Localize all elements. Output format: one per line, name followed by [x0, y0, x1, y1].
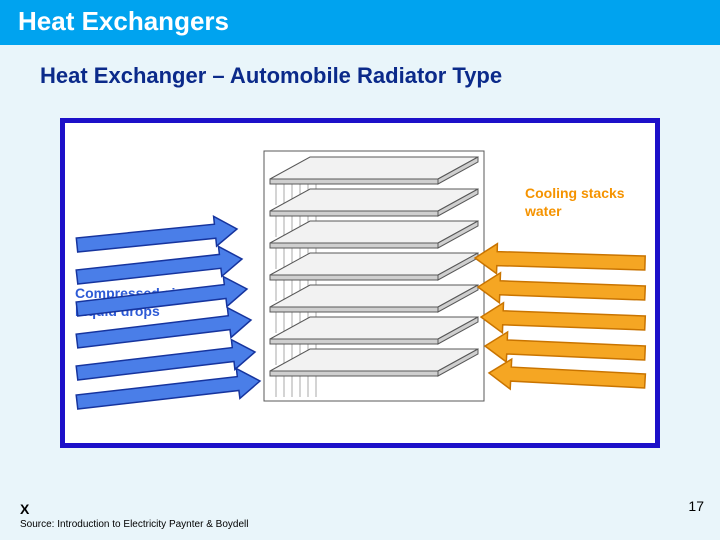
arrow-right-icon [478, 273, 645, 303]
arrow-left-icon [76, 247, 242, 285]
arrow-right-icon [485, 332, 645, 362]
page-title: Heat Exchangers [18, 6, 229, 36]
radiator-icon [264, 151, 484, 401]
arrow-right-icon [475, 244, 645, 274]
right-arrows [475, 244, 645, 389]
footer: X Source: Introduction to Electricity Pa… [20, 501, 704, 530]
arrow-right-icon [489, 359, 645, 389]
arrow-left-icon [76, 277, 247, 316]
arrow-right-icon [481, 303, 645, 333]
figure-box: Compressed air + Liquid drops Cooling st… [60, 118, 660, 448]
diagram-svg [65, 123, 655, 443]
slide: Heat Exchangers Heat Exchanger – Automob… [0, 0, 720, 540]
left-arrows [76, 216, 260, 409]
footer-source: Source: Introduction to Electricity Payn… [20, 519, 704, 530]
subtitle: Heat Exchanger – Automobile Radiator Typ… [0, 45, 720, 99]
arrow-left-icon [76, 340, 255, 380]
footer-marker: X [20, 501, 704, 517]
arrow-left-icon [76, 216, 237, 252]
page-number: 17 [688, 498, 704, 514]
title-bar: Heat Exchangers [0, 0, 720, 45]
